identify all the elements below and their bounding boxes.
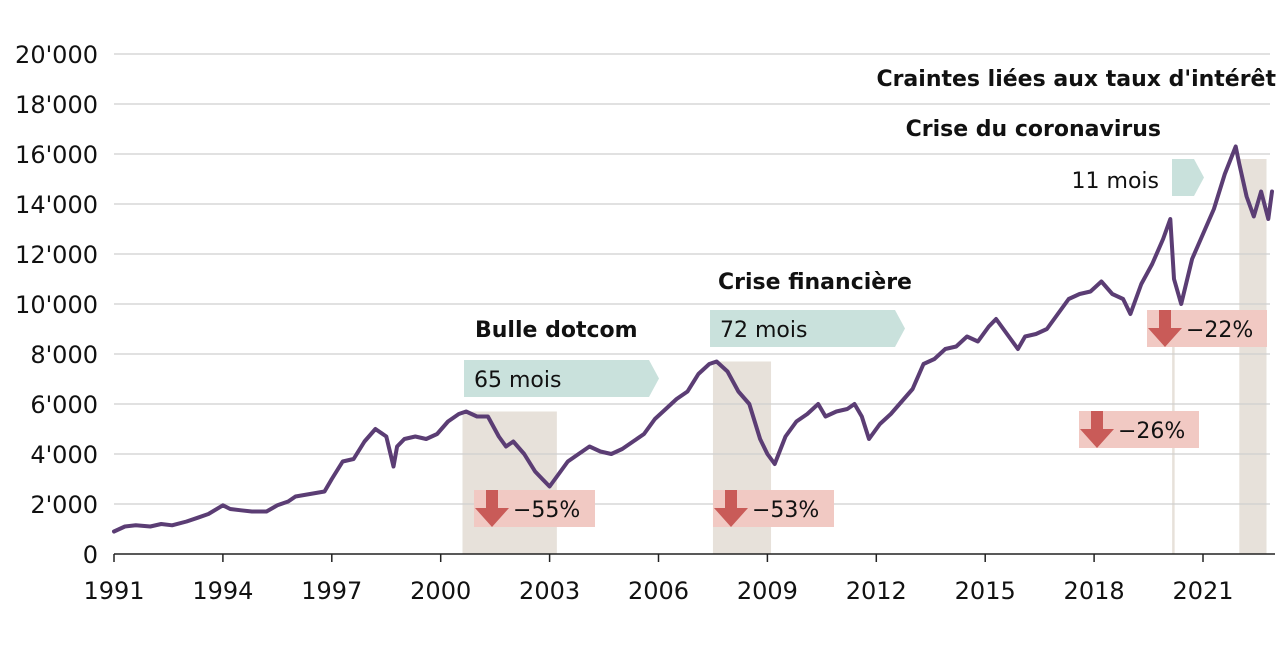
y-axis-labels: 0 2'000 4'000 6'000 8'000 10'000 12'000 14'000 1… [15,41,98,569]
y-tick-label: 10'000 [15,291,98,319]
y-tick-label: 18'000 [15,91,98,119]
y-tick-label: 4'000 [30,441,98,469]
x-tick-label: 2012 [846,577,907,605]
duration-arrow-financiere [710,310,905,347]
annotation-decline-dotcom: −55% [513,498,580,523]
decline-dotcom-arrow-down-icon [475,490,509,527]
y-tick-label: 20'000 [15,41,98,69]
annotation-duration-coronavirus: 11 mois [1072,169,1159,194]
x-tick-label: 1997 [301,577,362,605]
annotation-title-financiere: Crise financière [718,270,912,295]
annotation-decline-financiere: −53% [752,498,819,523]
x-tick-label: 2015 [955,577,1016,605]
annotation-boxes [474,310,1267,527]
x-axis: 1991 1994 1997 2000 2003 2006 2009 2012 2015 2018… [83,553,1275,605]
y-tick-label: 2'000 [30,491,98,519]
y-tick-label: 6'000 [30,391,98,419]
y-tick-label: 16'000 [15,141,98,169]
annotation-duration-dotcom: 65 mois [474,368,561,393]
decline-taux-arrow-down-icon [1148,310,1182,347]
gridlines [114,53,1270,505]
decline-coronavirus-arrow-down-icon [1080,411,1114,448]
annotation-decline-coronavirus: −26% [1118,419,1185,444]
annotation-decline-taux: −22% [1186,318,1253,343]
duration-arrow-dotcom [464,360,659,397]
x-tick-label: 2000 [410,577,471,605]
period-band-dotcom [462,411,557,554]
y-tick-label: 12'000 [15,241,98,269]
y-tick-label: 14'000 [15,191,98,219]
x-tick-label: 1994 [192,577,253,605]
decline-financiere-arrow-down-icon [714,490,748,527]
y-tick-label: 0 [83,541,98,569]
x-tick-label: 2009 [737,577,798,605]
x-tick-label: 2021 [1172,577,1233,605]
x-tick-label: 1991 [83,577,144,605]
duration-arrow-coronavirus [1172,159,1204,196]
y-tick-label: 8'000 [30,341,98,369]
annotation-shapes [464,159,1204,397]
annotation-title-taux: Craintes liées aux taux d'intérêt [876,67,1276,92]
period-band-taux [1239,159,1267,554]
index-line [112,144,1274,534]
annotation-title-coronavirus: Crise du coronavirus [906,117,1161,142]
x-tick-label: 2003 [519,577,580,605]
x-tick-label: 2006 [628,577,689,605]
x-tick-label: 2018 [1064,577,1125,605]
annotation-title-dotcom: Bulle dotcom [475,318,638,343]
annotation-duration-financiere: 72 mois [720,318,807,343]
